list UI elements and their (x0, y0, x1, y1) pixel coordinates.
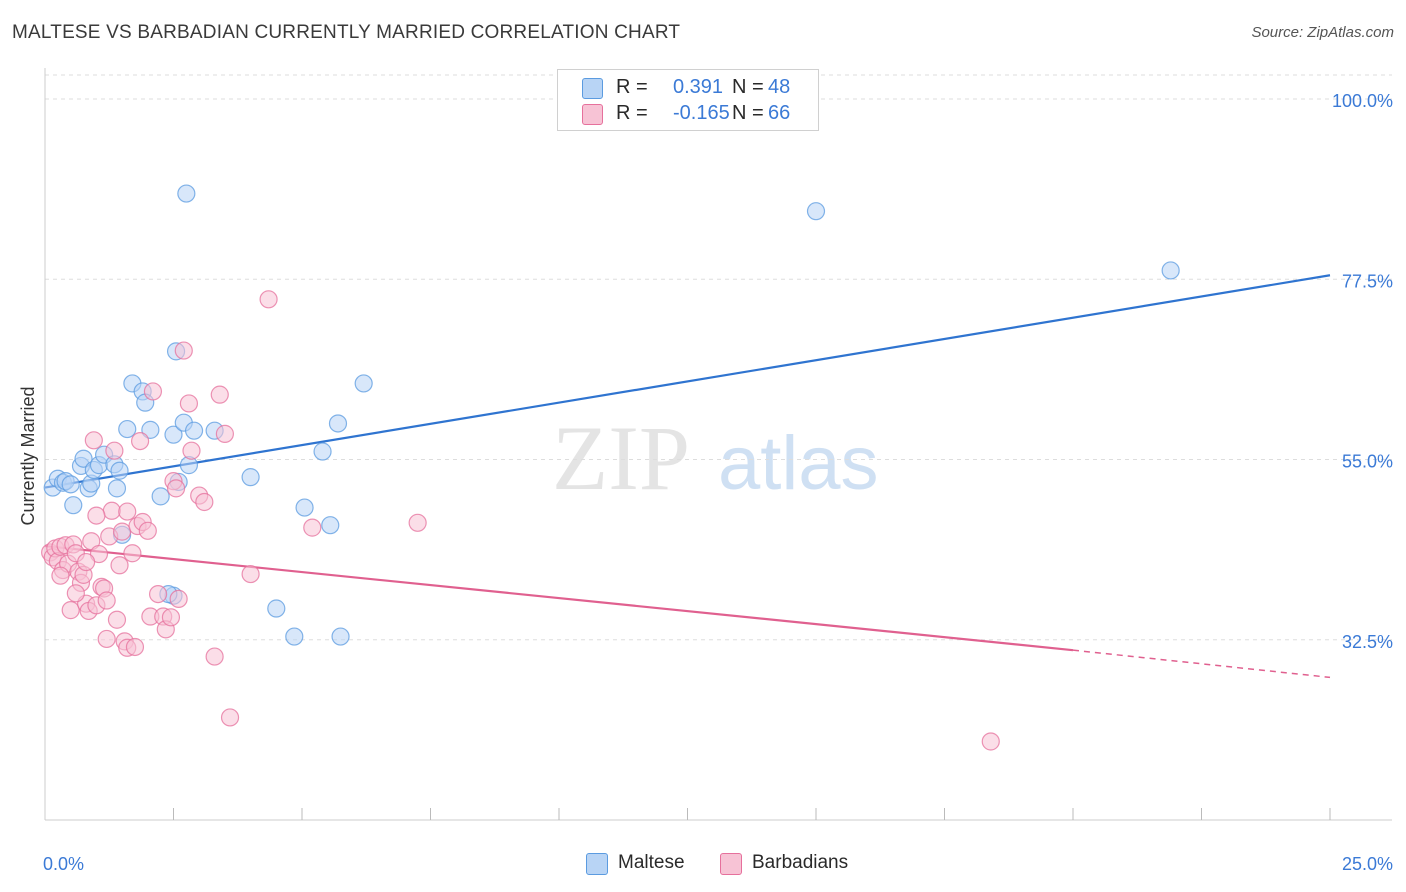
barbadian-point[interactable] (118, 502, 137, 521)
r-value: 0.391 (673, 76, 724, 98)
barbadian-point[interactable] (97, 629, 116, 649)
barbadian-point[interactable] (408, 513, 427, 532)
maltese-point[interactable] (107, 479, 127, 498)
maltese-point[interactable] (295, 498, 314, 517)
barbadian-swatch (720, 853, 742, 875)
maltese-point[interactable] (806, 202, 826, 221)
barbadian-point[interactable] (138, 521, 157, 540)
barbadian-point[interactable] (303, 518, 322, 537)
barbadian-point[interactable] (215, 424, 234, 443)
maltese-swatch (582, 78, 603, 99)
maltese-point[interactable] (110, 461, 129, 480)
stats-legend: R = 0.391 N = 48 R = -0.165 N = 66 (557, 69, 819, 131)
maltese-point[interactable] (328, 414, 348, 433)
source-credit: Source: ZipAtlas.com (1251, 24, 1394, 41)
barbadian-point[interactable] (84, 431, 103, 450)
maltese-point[interactable] (313, 442, 332, 461)
y-axis-label: Currently Married (18, 386, 38, 525)
maltese-point[interactable] (118, 419, 137, 439)
barbadian-point[interactable] (125, 637, 145, 657)
legend-label-maltese: Maltese (618, 852, 685, 873)
n-value: 66 (768, 102, 791, 124)
maltese-point[interactable] (74, 449, 93, 468)
r-label: R = (616, 76, 648, 98)
maltese-point[interactable] (331, 627, 350, 646)
maltese-point[interactable] (64, 496, 83, 515)
maltese-point[interactable] (1161, 261, 1180, 280)
y-tick-label: 77.5% (1342, 271, 1393, 291)
maltese-point[interactable] (61, 475, 80, 494)
maltese-point[interactable] (141, 420, 160, 439)
barbadian-point[interactable] (182, 441, 201, 460)
maltese-point[interactable] (285, 627, 304, 646)
watermark-zip: ZIP (552, 407, 690, 509)
chart-title: MALTESE VS BARBADIAN CURRENTLY MARRIED C… (12, 22, 681, 43)
barbadian-point[interactable] (195, 492, 214, 512)
barbadian-point[interactable] (89, 544, 109, 564)
barbadian-point[interactable] (241, 564, 260, 584)
maltese-point[interactable] (164, 425, 183, 444)
barbadian-point[interactable] (51, 566, 70, 585)
barbadian-point[interactable] (210, 385, 229, 404)
barbadian-point[interactable] (107, 610, 127, 629)
barbadian-point[interactable] (169, 589, 188, 609)
barbadian-point[interactable] (66, 584, 85, 603)
barbadian-point[interactable] (123, 544, 142, 563)
legend-label-barbadian: Barbadians (752, 852, 849, 873)
barbadian-point[interactable] (220, 708, 240, 727)
y-tick-label: 100.0% (1332, 91, 1393, 111)
barbadian-point[interactable] (143, 382, 163, 401)
barbadian-point[interactable] (174, 341, 193, 360)
barbadian-point[interactable] (77, 552, 96, 572)
barbadian-trend-line (44, 544, 1074, 652)
maltese-point[interactable] (184, 421, 204, 440)
barbadian-point[interactable] (97, 591, 116, 610)
n-label: N = (732, 76, 764, 98)
n-value: 48 (768, 76, 791, 98)
maltese-point[interactable] (151, 487, 170, 506)
barbadian-point[interactable] (130, 431, 150, 451)
maltese-point[interactable] (177, 184, 196, 203)
barbadian-point[interactable] (110, 556, 129, 575)
barbadian-point[interactable] (981, 732, 1000, 751)
barbadian-trend-extension (1072, 649, 1331, 679)
barbadian-point[interactable] (112, 522, 132, 541)
maltese-trend-line (44, 274, 1331, 489)
maltese-point[interactable] (321, 516, 340, 535)
barbadian-point[interactable] (105, 441, 124, 460)
r-value: -0.165 (673, 102, 730, 124)
r-label: R = (616, 102, 648, 124)
barbadian-point[interactable] (61, 601, 80, 620)
barbadian-point[interactable] (179, 394, 199, 413)
x-tick-label: 0.0% (43, 854, 84, 874)
barbadian-point[interactable] (161, 608, 181, 627)
y-tick-label: 32.5% (1342, 632, 1393, 652)
maltese-point[interactable] (354, 374, 373, 393)
watermark-atlas: atlas (718, 421, 879, 506)
x-tick-label: 25.0% (1342, 854, 1393, 874)
barbadian-point[interactable] (166, 479, 186, 498)
n-label: N = (732, 102, 764, 124)
maltese-point[interactable] (267, 599, 286, 618)
barbadian-point[interactable] (259, 290, 278, 309)
barbadian-point[interactable] (87, 506, 106, 525)
y-tick-label: 55.0% (1342, 452, 1393, 472)
barbadian-point[interactable] (148, 584, 168, 604)
barbadian-swatch (582, 104, 603, 125)
barbadian-point[interactable] (102, 501, 121, 520)
maltese-point[interactable] (241, 468, 260, 487)
barbadian-point[interactable] (205, 647, 224, 666)
maltese-swatch (586, 853, 608, 875)
